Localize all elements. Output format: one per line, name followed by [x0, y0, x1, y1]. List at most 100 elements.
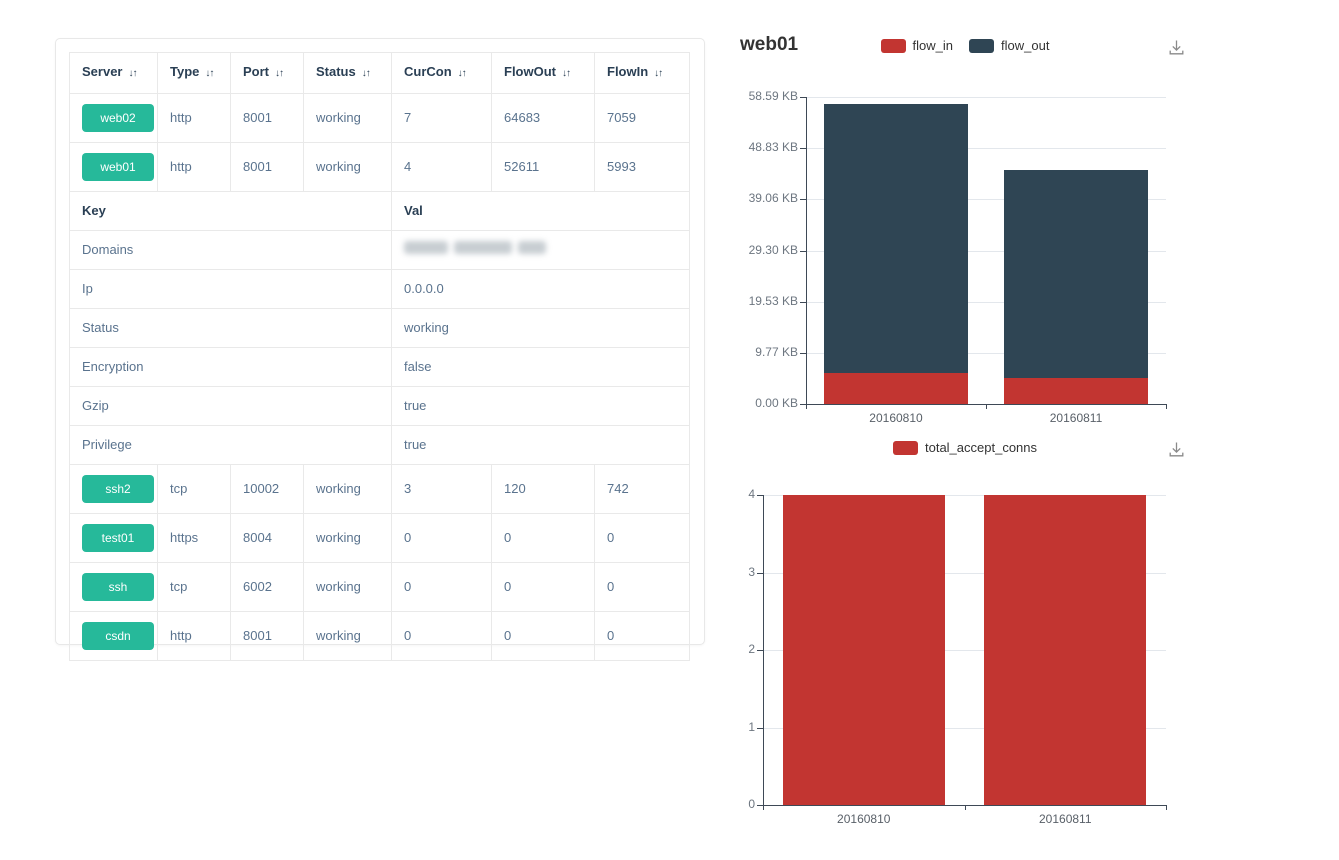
column-header-flowout[interactable]: FlowOut ↓↑	[491, 52, 595, 94]
type-cell: tcp	[157, 562, 231, 612]
detail-header-row: Key Val	[69, 191, 690, 231]
server-name-cell: ssh2	[69, 464, 158, 514]
column-header-curcon[interactable]: CurCon ↓↑	[391, 52, 492, 94]
type-cell: http	[157, 93, 231, 143]
chart-title: web01	[740, 34, 799, 55]
server-badge[interactable]: ssh	[82, 573, 154, 601]
y-axis-label: 0.00 KB	[755, 396, 798, 410]
status-cell: working	[303, 562, 392, 612]
column-header-flowin[interactable]: FlowIn ↓↑	[594, 52, 690, 94]
y-axis-tick	[800, 97, 806, 98]
column-header-status[interactable]: Status ↓↑	[303, 52, 392, 94]
gridline	[806, 97, 1166, 98]
gridline	[763, 650, 1166, 651]
x-axis-tick	[1166, 805, 1167, 810]
server-row: ssh tcp 6002 working 0 0 0	[69, 562, 690, 612]
y-axis-label: 19.53 KB	[748, 294, 798, 308]
server-name-cell: ssh	[69, 562, 158, 612]
download-icon[interactable]	[1167, 38, 1186, 57]
bar-total_accept_conns-20160811	[984, 495, 1147, 805]
detail-key: Privilege	[69, 425, 392, 465]
curcon-cell: 0	[391, 611, 492, 661]
y-axis-label: 29.30 KB	[748, 243, 798, 257]
legend-item-flow_out[interactable]: flow_out	[969, 38, 1049, 53]
server-badge[interactable]: csdn	[82, 622, 154, 650]
detail-row: Domains	[69, 230, 690, 270]
port-cell: 8001	[230, 611, 304, 661]
flow-chart: web01 flow_in flow_out 0.00 KB 9.77 KB 19.5…	[730, 28, 1200, 430]
bar-flow_out-20160810	[824, 103, 968, 374]
column-header-type[interactable]: Type ↓↑	[157, 52, 231, 94]
detail-key: Gzip	[69, 386, 392, 426]
gridline	[763, 728, 1166, 729]
y-axis-tick	[757, 728, 763, 729]
column-header-server[interactable]: Server ↓↑	[69, 52, 158, 94]
legend-label: total_accept_conns	[924, 440, 1038, 455]
server-badge[interactable]: ssh2	[82, 475, 154, 503]
legend-item-total_accept_conns[interactable]: total_accept_conns	[892, 440, 1038, 455]
sort-icon: ↓↑	[275, 68, 284, 79]
type-cell: http	[157, 142, 231, 192]
connections-chart-legend: total_accept_conns	[730, 440, 1200, 455]
gridline	[806, 353, 1166, 354]
detail-key-header: Key	[69, 191, 392, 231]
y-axis-tick	[800, 404, 806, 405]
server-row: csdn http 8001 working 0 0 0	[69, 611, 690, 661]
column-label: Server	[82, 64, 123, 79]
column-label: Port	[243, 64, 269, 79]
y-axis-label: 9.77 KB	[755, 345, 798, 359]
column-label: CurCon	[404, 64, 452, 79]
x-axis-tick	[986, 404, 987, 409]
server-row: test01 https 8004 working 0 0 0	[69, 513, 690, 563]
status-cell: working	[303, 611, 392, 661]
server-badge[interactable]: test01	[82, 524, 154, 552]
sort-icon: ↓↑	[361, 68, 371, 79]
curcon-cell: 7	[391, 93, 492, 143]
y-axis-label: 48.83 KB	[748, 140, 798, 154]
port-cell: 8001	[230, 142, 304, 192]
detail-value: true	[391, 386, 690, 426]
server-badge[interactable]: web01	[82, 153, 154, 181]
sort-icon: ↓↑	[457, 68, 467, 79]
type-cell: http	[157, 611, 231, 661]
column-header-port[interactable]: Port ↓↑	[230, 52, 304, 94]
server-badge[interactable]: web02	[82, 104, 154, 132]
download-icon[interactable]	[1167, 440, 1186, 459]
legend-label: flow_in	[912, 38, 954, 53]
x-axis-tick	[763, 805, 764, 810]
status-cell: working	[303, 142, 392, 192]
detail-row: Gzip true	[69, 386, 690, 426]
legend-item-flow_in[interactable]: flow_in	[880, 38, 954, 53]
detail-key: Status	[69, 308, 392, 348]
bar-flow_in-20160810	[824, 373, 968, 404]
y-axis-line	[763, 495, 764, 806]
y-axis-label: 58.59 KB	[748, 89, 798, 103]
bar-flow_out-20160811	[1004, 169, 1148, 379]
y-axis-label: 4	[748, 487, 755, 501]
detail-row: Privilege true	[69, 425, 690, 465]
flowin-cell: 0	[594, 562, 690, 612]
legend-swatch	[969, 38, 995, 53]
sort-icon: ↓↑	[562, 68, 571, 79]
column-label: FlowOut	[504, 64, 556, 79]
y-axis-label: 0	[748, 797, 755, 811]
detail-row: Status working	[69, 308, 690, 348]
legend-swatch	[892, 440, 918, 455]
x-axis-label: 20160811	[1049, 411, 1103, 425]
bar-flow_in-20160811	[1004, 378, 1148, 404]
connections-chart-plot: 0 1 2 3 4 20160810 20160811	[730, 430, 1200, 832]
column-label: Status	[316, 64, 356, 79]
server-name-cell: csdn	[69, 611, 158, 661]
flowin-cell: 0	[594, 611, 690, 661]
detail-key: Domains	[69, 230, 392, 270]
y-axis-tick	[757, 495, 763, 496]
y-axis-label: 1	[748, 720, 755, 734]
y-axis-tick	[800, 199, 806, 200]
legend-swatch	[880, 38, 906, 53]
flowout-cell: 0	[491, 513, 595, 563]
x-axis-label: 20160810	[869, 411, 923, 425]
x-axis-tick	[1166, 404, 1167, 409]
status-cell: working	[303, 464, 392, 514]
curcon-cell: 0	[391, 562, 492, 612]
connections-chart: total_accept_conns 0 1 2 3 4 20160810 20160811	[730, 430, 1200, 832]
